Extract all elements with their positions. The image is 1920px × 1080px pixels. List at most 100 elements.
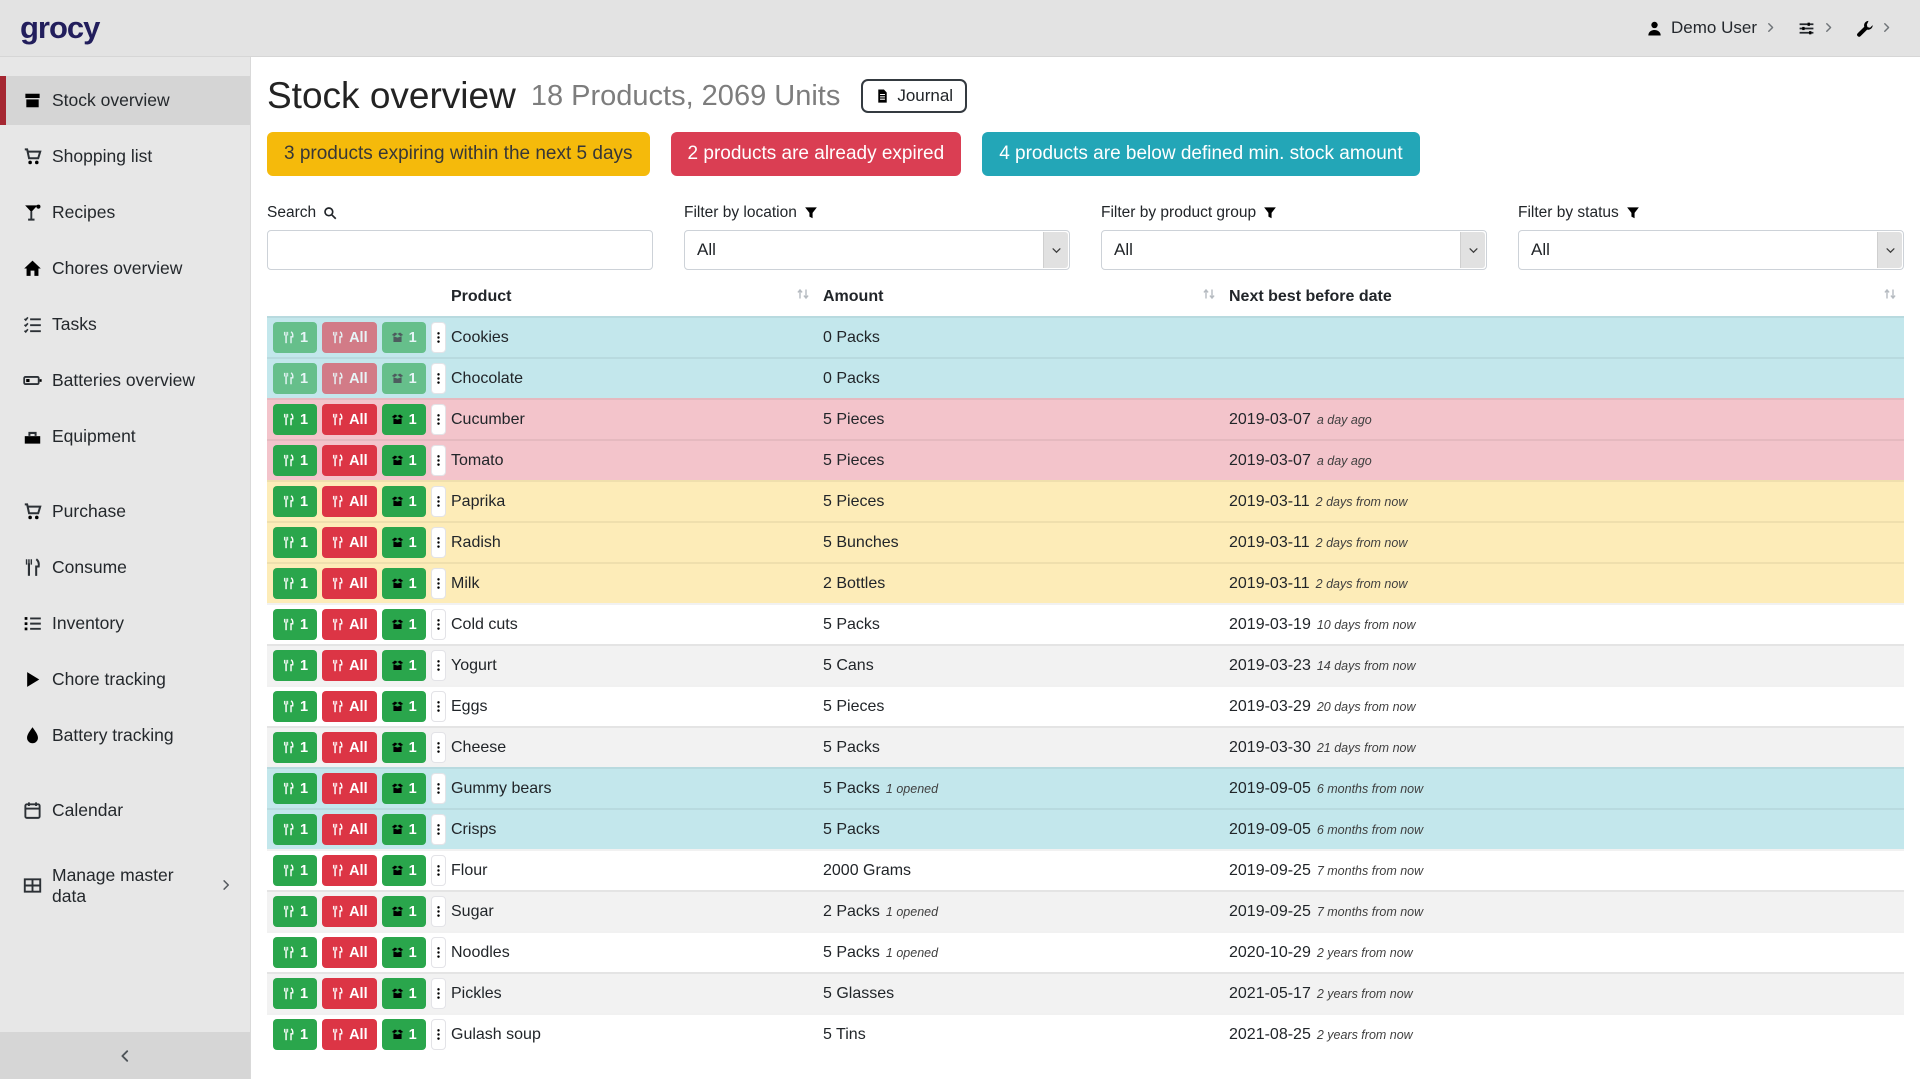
consume-all-button[interactable]: All [322, 1019, 377, 1050]
consume-one-button[interactable]: 1 [273, 568, 317, 599]
consume-all-button[interactable]: All [322, 691, 377, 722]
search-input[interactable] [267, 230, 653, 270]
consume-all-button[interactable]: All [322, 445, 377, 476]
sidebar-item-tasks[interactable]: Tasks [0, 300, 250, 349]
sidebar-item-inventory[interactable]: Inventory [0, 599, 250, 648]
open-one-button[interactable]: 1 [382, 691, 426, 722]
open-one-button[interactable]: 1 [382, 527, 426, 558]
row-menu-button[interactable] [431, 568, 446, 599]
consume-one-button[interactable]: 1 [273, 404, 317, 435]
consume-all-button[interactable]: All [322, 322, 377, 353]
row-menu-button[interactable] [431, 527, 446, 558]
open-one-button[interactable]: 1 [382, 978, 426, 1009]
consume-all-button[interactable]: All [322, 609, 377, 640]
consume-one-button[interactable]: 1 [273, 322, 317, 353]
row-menu-button[interactable] [431, 609, 446, 640]
open-one-button[interactable]: 1 [382, 937, 426, 968]
amount-column-header[interactable]: Amount [817, 282, 1223, 316]
open-one-button[interactable]: 1 [382, 568, 426, 599]
settings-menu[interactable] [1798, 18, 1834, 38]
consume-one-button[interactable]: 1 [273, 1019, 317, 1050]
sidebar-item-recipes[interactable]: Recipes [0, 188, 250, 237]
row-menu-button[interactable] [431, 650, 446, 681]
consume-all-button[interactable]: All [322, 855, 377, 886]
consume-one-button[interactable]: 1 [273, 773, 317, 804]
open-one-button[interactable]: 1 [382, 896, 426, 927]
row-menu-button[interactable] [431, 773, 446, 804]
sidebar-item-manage-master-data[interactable]: Manage master data [0, 861, 250, 910]
sidebar-item-chore-tracking[interactable]: Chore tracking [0, 655, 250, 704]
sidebar-item-batteries-overview[interactable]: Batteries overview [0, 356, 250, 405]
consume-all-button[interactable]: All [322, 814, 377, 845]
consume-one-button[interactable]: 1 [273, 691, 317, 722]
row-menu-button[interactable] [431, 404, 446, 435]
user-menu[interactable]: Demo User [1646, 18, 1776, 38]
row-menu-button[interactable] [431, 732, 446, 763]
sidebar-item-chores-overview[interactable]: Chores overview [0, 244, 250, 293]
best-before-column-header[interactable]: Next best before date [1223, 282, 1904, 316]
consume-one-button[interactable]: 1 [273, 978, 317, 1009]
journal-button[interactable]: Journal [861, 79, 967, 113]
row-menu-button[interactable] [431, 937, 446, 968]
consume-one-button[interactable]: 1 [273, 896, 317, 927]
below-min-stock-badge[interactable]: 4 products are below defined min. stock … [982, 132, 1419, 176]
open-one-button[interactable]: 1 [382, 1019, 426, 1050]
consume-all-button[interactable]: All [322, 650, 377, 681]
consume-all-button[interactable]: All [322, 937, 377, 968]
open-one-button[interactable]: 1 [382, 486, 426, 517]
consume-one-button[interactable]: 1 [273, 814, 317, 845]
open-one-button[interactable]: 1 [382, 814, 426, 845]
row-menu-button[interactable] [431, 814, 446, 845]
product-column-header[interactable]: Product [445, 282, 817, 316]
consume-one-button[interactable]: 1 [273, 855, 317, 886]
sidebar-item-purchase[interactable]: Purchase [0, 487, 250, 536]
consume-one-button[interactable]: 1 [273, 527, 317, 558]
open-one-button[interactable]: 1 [382, 773, 426, 804]
consume-all-button[interactable]: All [322, 363, 377, 394]
consume-all-button[interactable]: All [322, 896, 377, 927]
sidebar-collapse-button[interactable] [0, 1032, 250, 1079]
consume-all-button[interactable]: All [322, 527, 377, 558]
sidebar-item-shopping-list[interactable]: Shopping list [0, 132, 250, 181]
consume-all-button[interactable]: All [322, 773, 377, 804]
consume-one-button[interactable]: 1 [273, 609, 317, 640]
admin-menu[interactable] [1856, 18, 1892, 38]
row-menu-button[interactable] [431, 855, 446, 886]
consume-one-button[interactable]: 1 [273, 937, 317, 968]
open-one-button[interactable]: 1 [382, 322, 426, 353]
consume-one-button[interactable]: 1 [273, 363, 317, 394]
sidebar-item-equipment[interactable]: Equipment [0, 412, 250, 461]
consume-one-button[interactable]: 1 [273, 445, 317, 476]
consume-all-button[interactable]: All [322, 404, 377, 435]
row-menu-button[interactable] [431, 978, 446, 1009]
consume-all-button[interactable]: All [322, 486, 377, 517]
row-menu-button[interactable] [431, 363, 446, 394]
product-group-filter-select[interactable]: All [1101, 230, 1487, 270]
expiring-badge[interactable]: 3 products expiring within the next 5 da… [267, 132, 650, 176]
row-menu-button[interactable] [431, 486, 446, 517]
sidebar-item-consume[interactable]: Consume [0, 543, 250, 592]
row-menu-button[interactable] [431, 1019, 446, 1050]
open-one-button[interactable]: 1 [382, 650, 426, 681]
open-one-button[interactable]: 1 [382, 404, 426, 435]
open-one-button[interactable]: 1 [382, 363, 426, 394]
consume-all-button[interactable]: All [322, 978, 377, 1009]
open-one-button[interactable]: 1 [382, 732, 426, 763]
row-menu-button[interactable] [431, 691, 446, 722]
consume-all-button[interactable]: All [322, 568, 377, 599]
sidebar-item-stock-overview[interactable]: Stock overview [0, 76, 250, 125]
consume-one-button[interactable]: 1 [273, 486, 317, 517]
sidebar-item-calendar[interactable]: Calendar [0, 786, 250, 835]
open-one-button[interactable]: 1 [382, 445, 426, 476]
row-menu-button[interactable] [431, 445, 446, 476]
consume-all-button[interactable]: All [322, 732, 377, 763]
row-menu-button[interactable] [431, 896, 446, 927]
location-filter-select[interactable]: All [684, 230, 1070, 270]
consume-one-button[interactable]: 1 [273, 732, 317, 763]
status-filter-select[interactable]: All [1518, 230, 1904, 270]
open-one-button[interactable]: 1 [382, 609, 426, 640]
row-menu-button[interactable] [431, 322, 446, 353]
sidebar-item-battery-tracking[interactable]: Battery tracking [0, 711, 250, 760]
open-one-button[interactable]: 1 [382, 855, 426, 886]
expired-badge[interactable]: 2 products are already expired [671, 132, 962, 176]
